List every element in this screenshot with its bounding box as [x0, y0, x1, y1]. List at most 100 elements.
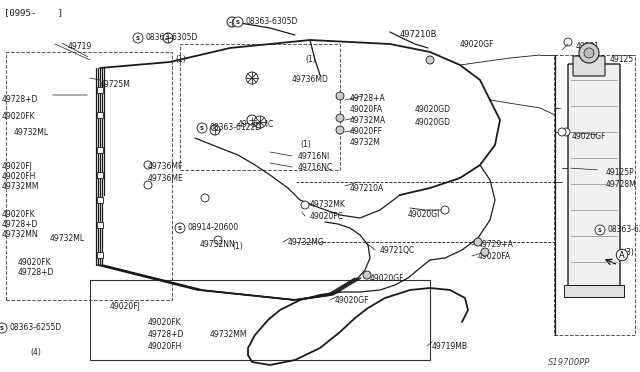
- Circle shape: [210, 125, 220, 135]
- Text: 49125P: 49125P: [606, 168, 635, 177]
- Text: 49020FK: 49020FK: [2, 210, 36, 219]
- Text: 49020FJ: 49020FJ: [2, 162, 33, 171]
- Text: 49728+D: 49728+D: [148, 330, 184, 339]
- Bar: [97, 172, 103, 178]
- Text: 49736ME: 49736ME: [148, 174, 184, 183]
- Text: S: S: [200, 125, 204, 131]
- Text: 49020FK: 49020FK: [2, 112, 36, 121]
- Text: (1): (1): [232, 242, 243, 251]
- Circle shape: [336, 92, 344, 100]
- Bar: [97, 252, 103, 258]
- Text: 49728+D: 49728+D: [18, 268, 54, 277]
- Text: 08363-6305D: 08363-6305D: [145, 33, 197, 42]
- Circle shape: [584, 48, 594, 58]
- Text: 08363-6255D: 08363-6255D: [9, 324, 61, 333]
- Text: 08363-6122D: 08363-6122D: [209, 124, 261, 132]
- Circle shape: [246, 72, 258, 84]
- Circle shape: [144, 161, 152, 169]
- Text: 49732MM: 49732MM: [2, 182, 40, 191]
- Text: (1): (1): [175, 55, 186, 64]
- Circle shape: [227, 17, 237, 27]
- Text: 49020FJ: 49020FJ: [110, 302, 141, 311]
- Text: 49020FK: 49020FK: [148, 318, 182, 327]
- Circle shape: [201, 194, 209, 202]
- Text: 49721QC: 49721QC: [380, 246, 415, 255]
- FancyBboxPatch shape: [573, 56, 605, 76]
- Text: 49020FK: 49020FK: [18, 258, 52, 267]
- Circle shape: [474, 238, 482, 246]
- Circle shape: [301, 201, 309, 209]
- Text: S19700PP: S19700PP: [548, 358, 590, 367]
- Circle shape: [426, 56, 434, 64]
- Text: 49728M: 49728M: [606, 180, 637, 189]
- Text: 49020FA: 49020FA: [478, 252, 511, 261]
- Text: 49728+D: 49728+D: [2, 95, 38, 104]
- Text: 08363-6255D: 08363-6255D: [607, 225, 640, 234]
- Text: 49728+D: 49728+D: [2, 220, 38, 229]
- Circle shape: [579, 43, 599, 63]
- Text: A: A: [619, 250, 625, 260]
- Text: S: S: [0, 326, 4, 330]
- Text: 49020GI: 49020GI: [408, 210, 440, 219]
- Bar: [97, 112, 103, 118]
- Circle shape: [336, 114, 344, 122]
- Circle shape: [254, 116, 266, 128]
- Text: 49732NN: 49732NN: [200, 240, 236, 249]
- Text: 49020FA: 49020FA: [350, 105, 383, 114]
- Text: [0995-    ]: [0995- ]: [4, 8, 63, 17]
- Bar: [554, 55, 635, 335]
- Bar: [564, 285, 624, 297]
- Text: S: S: [136, 35, 140, 41]
- Text: 49716NI: 49716NI: [298, 152, 330, 161]
- Text: 49732M: 49732M: [350, 138, 381, 147]
- Text: 49732MG: 49732MG: [288, 238, 324, 247]
- Text: 49181: 49181: [576, 42, 600, 51]
- Circle shape: [363, 271, 371, 279]
- Bar: [6, 52, 172, 300]
- Text: S: S: [598, 228, 602, 232]
- Text: 49732ML: 49732ML: [50, 234, 85, 243]
- Circle shape: [562, 128, 570, 136]
- Text: 49020GD: 49020GD: [415, 118, 451, 127]
- Text: (1): (1): [300, 140, 311, 149]
- Bar: [180, 44, 340, 170]
- Text: 49020FC: 49020FC: [310, 212, 344, 221]
- Text: 49020GF: 49020GF: [572, 132, 607, 141]
- Text: 49020GF: 49020GF: [370, 274, 404, 283]
- Text: 49725M: 49725M: [100, 80, 131, 89]
- Circle shape: [175, 223, 185, 233]
- Text: 49716NC: 49716NC: [298, 163, 333, 172]
- Text: 49020FF: 49020FF: [350, 127, 383, 136]
- Text: 08363-6305D: 08363-6305D: [245, 17, 298, 26]
- Text: 49736MF: 49736MF: [148, 162, 184, 171]
- Text: (1): (1): [305, 55, 316, 64]
- Circle shape: [441, 206, 449, 214]
- Circle shape: [144, 181, 152, 189]
- Text: 49020GF: 49020GF: [335, 296, 369, 305]
- Text: 49020GD: 49020GD: [415, 105, 451, 114]
- Text: 49719: 49719: [68, 42, 92, 51]
- Text: 497210B: 497210B: [400, 30, 438, 39]
- Circle shape: [214, 236, 222, 244]
- Text: 49728+A: 49728+A: [350, 94, 386, 103]
- Text: 49020FH: 49020FH: [2, 172, 36, 181]
- Circle shape: [595, 225, 605, 235]
- Text: 49732MK: 49732MK: [310, 200, 346, 209]
- FancyBboxPatch shape: [568, 64, 620, 286]
- Text: 08914-20600: 08914-20600: [187, 224, 238, 232]
- Text: (3): (3): [623, 248, 634, 257]
- Circle shape: [197, 123, 207, 133]
- Bar: [90, 280, 430, 360]
- Text: S: S: [236, 19, 240, 25]
- Bar: [97, 147, 103, 153]
- Text: S: S: [178, 225, 182, 231]
- Circle shape: [481, 248, 489, 256]
- Text: 49736MD: 49736MD: [292, 75, 329, 84]
- Text: 49732ML: 49732ML: [14, 128, 49, 137]
- Text: 497210A: 497210A: [350, 184, 384, 193]
- Bar: [97, 197, 103, 203]
- Text: 49020FH: 49020FH: [148, 342, 182, 351]
- Text: 49736MC: 49736MC: [238, 120, 275, 129]
- Circle shape: [564, 38, 572, 46]
- Circle shape: [163, 33, 173, 43]
